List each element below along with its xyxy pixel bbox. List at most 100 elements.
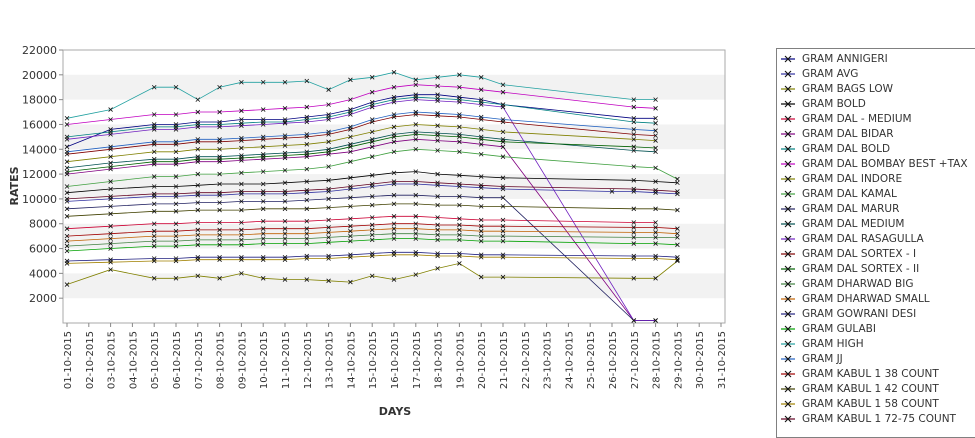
data-point [435, 123, 440, 128]
data-point [653, 318, 658, 323]
data-point [326, 278, 331, 284]
data-point [282, 231, 288, 236]
data-point [369, 104, 375, 110]
data-point [457, 181, 462, 187]
data-point [478, 142, 484, 147]
data-point [217, 181, 222, 187]
legend-label: GRAM JJ [802, 353, 843, 365]
data-point [675, 226, 680, 231]
data-point [282, 106, 288, 111]
data-point [326, 178, 331, 183]
data-point [326, 87, 331, 92]
data-point [369, 154, 375, 160]
x-tick-label: 13-10-2015 [325, 331, 336, 389]
legend-marker [781, 190, 795, 198]
data-point [653, 145, 658, 151]
data-point [151, 228, 157, 234]
data-point [173, 139, 179, 145]
data-point [631, 104, 637, 110]
series-line [66, 233, 678, 247]
series-gram-dharwad-big [64, 231, 680, 249]
data-point [64, 282, 70, 287]
data-point [108, 259, 113, 265]
data-point [304, 166, 310, 172]
data-point [457, 149, 462, 155]
data-point [369, 194, 375, 199]
legend-x-marker [784, 250, 792, 258]
data-point [195, 171, 201, 177]
legend-item: GRAM JJ [777, 352, 975, 367]
data-point [173, 228, 179, 234]
data-point [239, 242, 244, 248]
legend-x-marker [784, 85, 792, 93]
data-point [239, 170, 244, 176]
x-tick-label: 11-10-2015 [281, 331, 292, 389]
data-point [435, 253, 440, 259]
data-point [413, 192, 419, 198]
data-point [326, 102, 331, 107]
data-point [304, 206, 310, 212]
legend-item: GRAM AVG [777, 67, 975, 82]
data-point [108, 231, 113, 236]
data-point [64, 137, 70, 142]
data-point [304, 241, 310, 246]
data-point [239, 135, 244, 141]
x-tick-label: 07-10-2015 [194, 331, 205, 389]
data-point [391, 112, 397, 117]
data-point [500, 117, 506, 122]
data-point [108, 267, 113, 272]
legend-marker [781, 250, 795, 258]
data-point [282, 153, 288, 158]
data-point [282, 120, 288, 126]
data-point [108, 117, 113, 122]
legend-item: GRAM DAL INDORE [777, 172, 975, 187]
data-point [457, 216, 462, 222]
series-line [66, 223, 678, 237]
data-point [653, 187, 658, 193]
legend-x-marker [784, 100, 792, 108]
data-point [457, 222, 462, 228]
data-point [391, 99, 397, 105]
data-point [304, 179, 310, 184]
data-point [348, 97, 353, 102]
data-point [64, 261, 70, 266]
data-point [457, 232, 462, 238]
data-point [653, 225, 658, 230]
legend-marker [781, 370, 795, 378]
line-chart: 2000 4000 6000 8000 10000 12000 14000 16000 1800… [8, 44, 728, 418]
data-point [282, 241, 288, 246]
data-point [64, 238, 70, 244]
legend-item: GRAM BAGS LOW [777, 82, 975, 97]
data-point [304, 142, 310, 147]
data-point [653, 276, 658, 281]
data-point [435, 98, 440, 104]
data-point [435, 202, 440, 208]
legend-x-marker [784, 280, 792, 288]
data-point [151, 238, 157, 244]
data-point [500, 129, 506, 135]
data-point [260, 231, 266, 236]
legend-label: GRAM BOLD [802, 98, 866, 110]
data-point [195, 273, 201, 279]
y-tick-label: 8000 [29, 218, 57, 231]
legend-x-marker [784, 205, 792, 213]
legend-item: GRAM DAL BOMBAY BEST +TAX [777, 157, 975, 172]
data-point [260, 257, 266, 262]
legend-marker [781, 325, 795, 333]
data-point [478, 274, 484, 280]
data-point [64, 226, 70, 231]
legend-x-marker [784, 175, 792, 183]
data-point [500, 89, 506, 95]
data-point [457, 261, 462, 266]
data-point [653, 241, 658, 246]
data-point [239, 117, 244, 122]
data-point [173, 149, 179, 155]
legend-label: GRAM DAL INDORE [802, 173, 903, 185]
data-point [326, 225, 331, 230]
data-point [195, 137, 201, 142]
legend-x-marker [784, 265, 792, 273]
data-point [173, 233, 179, 239]
legend-item: GRAM DHARWAD SMALL [777, 292, 975, 307]
data-point [435, 111, 440, 116]
data-point [413, 132, 419, 137]
